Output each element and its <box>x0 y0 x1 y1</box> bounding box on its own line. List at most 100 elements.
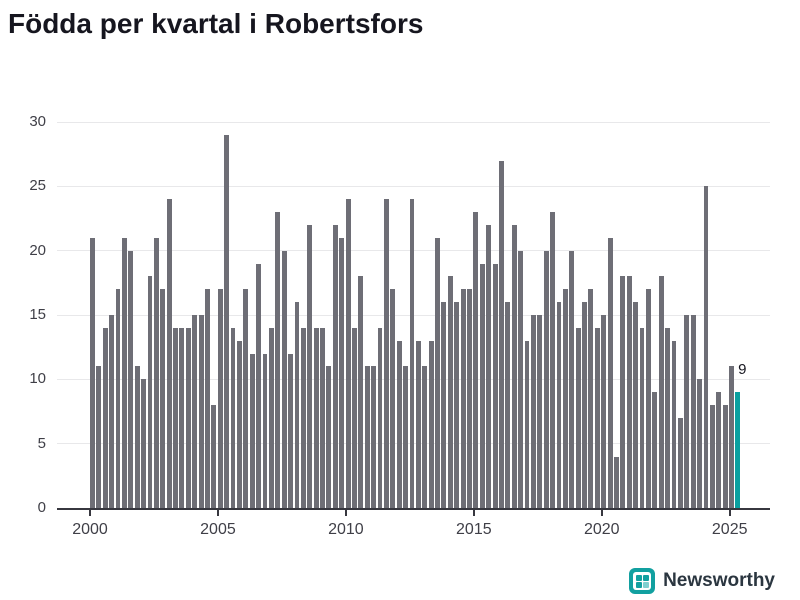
x-tick-label-2010: 2010 <box>328 521 364 538</box>
y-tick-label-30: 30 <box>29 113 46 130</box>
bar-16 <box>192 315 198 508</box>
bar-series <box>90 122 741 508</box>
bar-80 <box>601 315 607 508</box>
bar-71 <box>543 250 549 508</box>
y-tick-label-15: 15 <box>29 306 46 323</box>
bar-56 <box>447 276 453 508</box>
bar-4 <box>115 289 121 508</box>
y-tick-label-20: 20 <box>29 241 46 259</box>
bar-13 <box>173 327 178 508</box>
bar-7 <box>134 366 140 508</box>
bar-73 <box>556 302 562 508</box>
bar-55 <box>441 302 447 508</box>
bar-48 <box>396 340 402 508</box>
y-tick-label-0: 0 <box>37 499 46 516</box>
x-axis-line <box>57 508 770 510</box>
bar-31 <box>288 353 293 508</box>
bar-62 <box>486 224 492 508</box>
bar-10 <box>153 237 159 508</box>
bar-42 <box>358 276 364 508</box>
bar-32 <box>294 302 300 508</box>
bar-67 <box>518 250 524 508</box>
bar-20 <box>217 289 223 508</box>
x-tick-2000 <box>89 509 91 516</box>
bar-21 <box>224 134 230 508</box>
bar-30 <box>281 250 287 508</box>
bar-40 <box>345 199 351 508</box>
bar-46 <box>383 199 389 508</box>
bar-44 <box>371 366 377 508</box>
gridline-30 <box>57 121 770 123</box>
bar-72 <box>550 212 556 508</box>
bar-6 <box>128 250 134 508</box>
bar-45 <box>377 327 383 508</box>
bar-81 <box>607 237 613 508</box>
page-title: Födda per kvartal i Robertsfors <box>8 8 424 39</box>
bar-19 <box>211 405 217 508</box>
bar-34 <box>307 224 313 508</box>
bar-1 <box>96 366 102 508</box>
bar-33 <box>300 327 306 508</box>
bar-43 <box>364 366 370 508</box>
bar-61 <box>479 263 485 508</box>
bar-3 <box>109 315 115 508</box>
bar-41 <box>352 327 357 508</box>
bar-49 <box>403 366 409 508</box>
bar-87 <box>645 289 651 508</box>
bar-88 <box>652 392 658 508</box>
bar-58 <box>460 289 466 508</box>
bar-54 <box>435 237 440 508</box>
bar-90 <box>665 327 671 508</box>
bar-96 <box>703 186 709 508</box>
last-value-label: 9 <box>738 361 747 378</box>
x-tick-label-2020: 2020 <box>583 521 620 538</box>
bar-23 <box>236 340 242 508</box>
bar-37 <box>326 366 332 508</box>
bar-11 <box>160 289 166 508</box>
bar-17 <box>198 315 204 508</box>
bar-89 <box>658 276 664 508</box>
bar-65 <box>505 302 511 508</box>
bar-26 <box>256 263 262 508</box>
bar-98 <box>716 392 722 508</box>
bar-51 <box>415 340 421 508</box>
x-tick-2020 <box>600 509 603 516</box>
bar-15 <box>185 327 191 508</box>
bar-50 <box>409 199 415 508</box>
y-tick-label-25: 25 <box>29 177 46 195</box>
newsworthy-logo-icon <box>629 568 656 594</box>
newsworthy-logo: Newsworthy <box>629 568 775 594</box>
bar-95 <box>697 379 702 508</box>
x-tick-label-2005: 2005 <box>200 521 236 538</box>
bar-59 <box>467 289 472 508</box>
bar-74 <box>562 289 568 508</box>
bar-47 <box>390 289 396 508</box>
bar-2 <box>102 327 108 508</box>
bar-57 <box>454 302 460 508</box>
bar-70 <box>537 315 543 508</box>
bar-25 <box>249 353 255 508</box>
x-tick-2010 <box>344 509 347 516</box>
bar-39 <box>339 237 345 508</box>
bar-69 <box>530 315 536 508</box>
x-tick-2025 <box>728 509 731 516</box>
bar-85 <box>633 302 639 508</box>
bar-101 <box>735 392 741 508</box>
bar-86 <box>639 327 645 508</box>
bar-91 <box>671 340 677 508</box>
bar-52 <box>422 366 428 508</box>
y-tick-label-5: 5 <box>37 434 46 452</box>
bar-12 <box>166 199 172 508</box>
x-tick-label-2025: 2025 <box>711 521 748 538</box>
bar-75 <box>569 250 575 508</box>
bar-29 <box>275 212 281 508</box>
x-tick-label-2000: 2000 <box>72 521 108 538</box>
bar-76 <box>575 327 581 508</box>
bar-9 <box>147 276 153 508</box>
bar-36 <box>320 327 325 508</box>
bar-35 <box>313 327 319 508</box>
bar-97 <box>709 405 715 508</box>
bar-38 <box>332 224 338 508</box>
bar-79 <box>594 327 600 508</box>
bar-14 <box>179 327 185 508</box>
